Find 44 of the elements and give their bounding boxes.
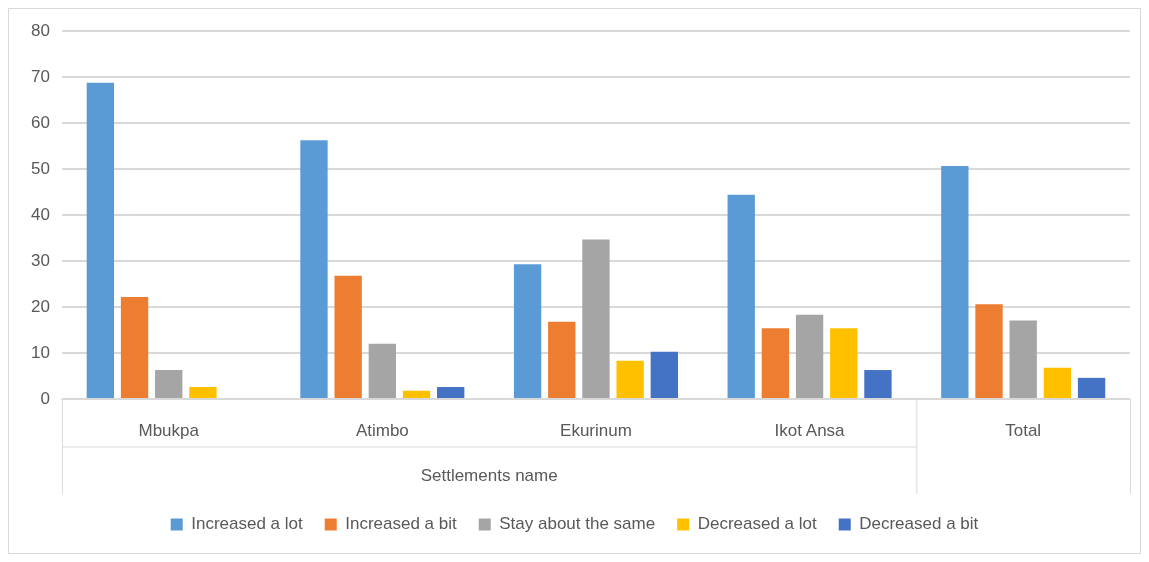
- bar: [795, 314, 824, 398]
- legend-label: Decreased a lot: [697, 514, 817, 534]
- bar: [727, 194, 755, 398]
- y-tick-label: 40: [30, 204, 50, 224]
- bar: [941, 165, 969, 398]
- bar: [86, 82, 115, 398]
- x-tick-label: Mbukpa: [138, 420, 200, 440]
- bar: [582, 239, 610, 398]
- legend-label: Decreased a bit: [859, 514, 979, 534]
- y-tick-label: 50: [30, 158, 50, 178]
- x-tick-label: Total: [1005, 420, 1042, 440]
- bar: [1009, 320, 1037, 398]
- bar: [830, 328, 858, 398]
- x-tick-label: Ikot Ansa: [774, 420, 846, 440]
- y-tick-label: 80: [30, 20, 50, 40]
- bar: [650, 351, 678, 398]
- legend-label: Increased a bit: [345, 514, 458, 534]
- bar: [616, 360, 644, 398]
- bar: [864, 370, 892, 398]
- y-tick-label: 10: [30, 342, 50, 362]
- bar: [334, 275, 362, 398]
- bar: [300, 140, 328, 398]
- legend-label: Increased a lot: [191, 514, 303, 534]
- bar: [761, 328, 790, 398]
- x-axis-title: Settlements name: [420, 465, 558, 485]
- y-tick-label: 70: [30, 66, 50, 86]
- bar: [548, 321, 576, 398]
- y-tick-label: 0: [40, 388, 50, 408]
- bar: [513, 264, 542, 398]
- bar: [1077, 377, 1106, 398]
- legend-label: Stay about the same: [499, 514, 656, 534]
- y-tick-label: 60: [30, 112, 50, 132]
- y-tick-label: 30: [30, 250, 50, 270]
- bar: [189, 387, 217, 398]
- y-tick-label: 20: [30, 296, 50, 316]
- bar: [975, 304, 1003, 398]
- bar: [402, 390, 431, 398]
- x-tick-label: Ekurinum: [560, 420, 632, 440]
- bar: [437, 387, 465, 398]
- bar: [368, 343, 397, 398]
- bar: [155, 370, 183, 398]
- bar: [1043, 367, 1072, 398]
- x-tick-label: Atimbo: [355, 420, 409, 440]
- bar: [120, 296, 149, 398]
